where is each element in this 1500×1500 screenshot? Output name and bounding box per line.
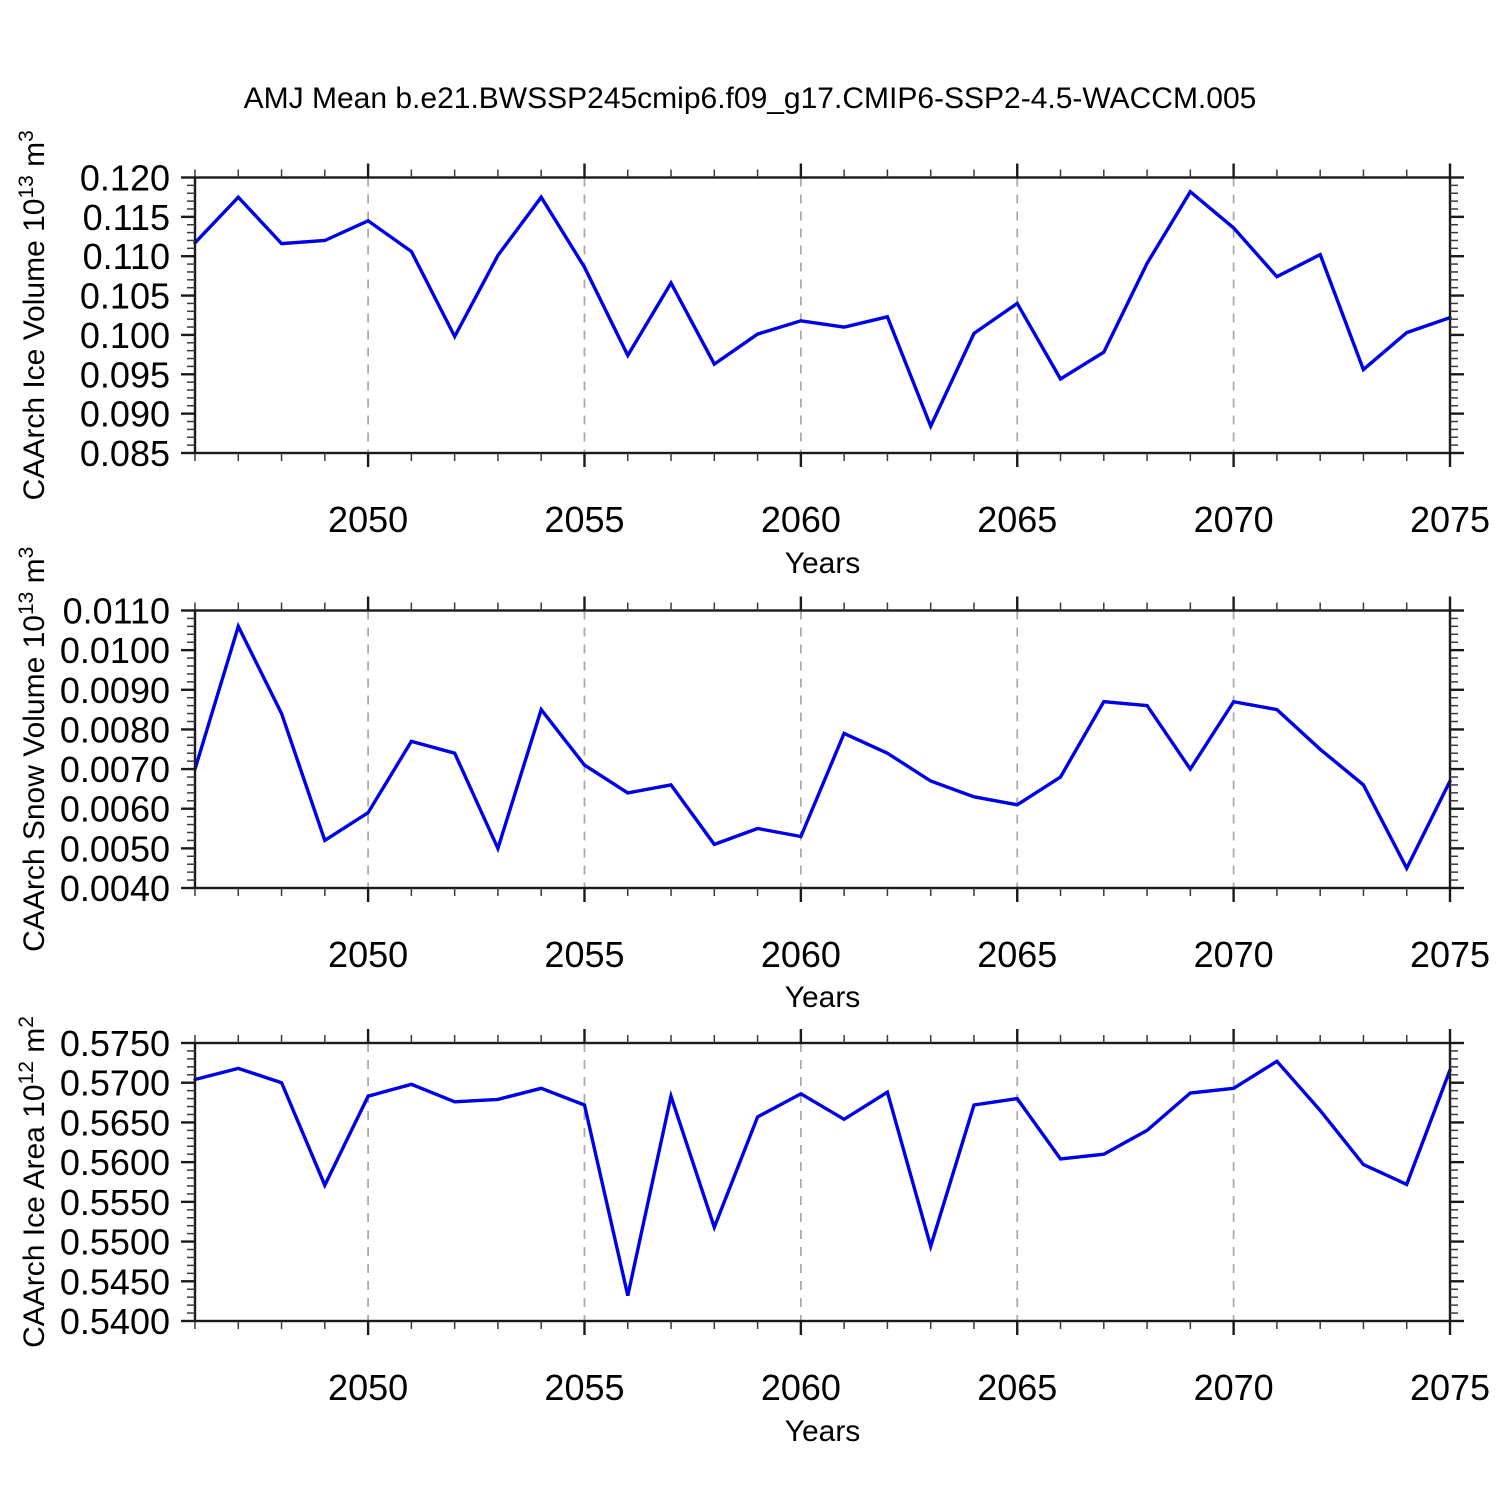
x-tick-label: 2065 — [977, 1367, 1057, 1408]
x-tick-label: 2060 — [761, 1367, 841, 1408]
x-axis-title-snow-volume: Years — [785, 981, 861, 1014]
x-tick-label: 2075 — [1410, 1367, 1490, 1408]
y-tick-label: 0.5550 — [60, 1182, 170, 1223]
x-tick-label: 2060 — [761, 499, 841, 540]
series-line-caarch-snow-volume — [193, 621, 1452, 872]
y-tick-label: 0.0040 — [60, 868, 170, 909]
plot-frame — [193, 176, 1452, 455]
x-tick-label: 2075 — [1410, 499, 1490, 540]
y-tick-label: 0.115 — [83, 197, 170, 238]
plot-frame — [193, 1041, 1452, 1323]
y-tick-label: 0.0100 — [60, 630, 170, 671]
series-line-caarch-ice-volume — [193, 189, 1452, 431]
panel-ice-volume: 2050 2055 2060 2065 2070 20750.0850.0900.0950… — [15, 130, 1490, 580]
plot-frame — [193, 609, 1452, 890]
x-tick-label: 2050 — [328, 1367, 408, 1408]
y-tick-label: 0.5450 — [60, 1261, 170, 1302]
x-tick-label: 2070 — [1194, 934, 1274, 975]
y-tick-label: 0.085 — [80, 433, 170, 474]
x-axis-title-ice-area: Years — [785, 1415, 861, 1448]
y-tick-label: 0.0110 — [63, 591, 170, 632]
x-tick-label: 2070 — [1194, 499, 1274, 540]
y-tick-label: 0.120 — [80, 158, 170, 199]
y-tick-label: 0.5500 — [60, 1222, 170, 1263]
y-tick-label: 0.0070 — [60, 749, 170, 790]
y-tick-label: 0.5750 — [60, 1023, 170, 1064]
y-tick-label: 0.0080 — [60, 709, 170, 750]
y-tick-label: 0.0050 — [60, 828, 170, 869]
x-tick-label: 2055 — [544, 499, 624, 540]
y-tick-label: 0.100 — [80, 315, 170, 356]
x-tick-label: 2055 — [544, 934, 624, 975]
x-tick-label: 2065 — [977, 499, 1057, 540]
y-tick-label: 0.5600 — [60, 1142, 170, 1183]
plot-area-ice-volume: 2050 2055 2060 2065 2070 20750.0850.0900.0950… — [80, 158, 1490, 541]
y-axis-title-ice-volume: CAArch Ice Volume 1013 m3 — [15, 130, 51, 500]
series-line-caarch-ice-area — [193, 1059, 1452, 1296]
x-tick-label: 2050 — [328, 499, 408, 540]
x-tick-label: 2070 — [1194, 1367, 1274, 1408]
x-tick-label: 2060 — [761, 934, 841, 975]
x-tick-label: 2050 — [328, 934, 408, 975]
y-tick-label: 0.5700 — [60, 1063, 170, 1104]
y-tick-label: 0.5400 — [60, 1301, 170, 1342]
y-tick-label: 0.095 — [80, 354, 170, 395]
y-tick-label: 0.0090 — [60, 670, 170, 711]
chart-title: AMJ Mean b.e21.BWSSP245cmip6.f09_g17.CMI… — [244, 82, 1257, 115]
x-tick-label: 2075 — [1410, 934, 1490, 975]
y-tick-label: 0.5650 — [60, 1102, 170, 1143]
y-axis-title-ice-area: CAArch Ice Area 1012 m2 — [15, 1016, 51, 1348]
x-tick-label: 2055 — [544, 1367, 624, 1408]
plot-area-snow-volume: 2050 2055 2060 2065 2070 20750.00400.00500.00… — [60, 591, 1490, 976]
y-axis-title-snow-volume: CAArch Snow Volume 1013 m3 — [15, 547, 51, 952]
x-axis-title-ice-volume: Years — [785, 547, 861, 580]
y-tick-label: 0.090 — [80, 394, 170, 435]
y-tick-label: 0.0060 — [60, 789, 170, 830]
x-tick-label: 2065 — [977, 934, 1057, 975]
panel-snow-volume: 2050 2055 2060 2065 2070 20750.00400.00500.00… — [15, 547, 1490, 1014]
y-tick-label: 0.105 — [80, 276, 170, 317]
plot-area-ice-area: 2050 2055 2060 2065 2070 20750.54000.54500.55… — [60, 1023, 1490, 1408]
panel-ice-area: 2050 2055 2060 2065 2070 20750.54000.54500.55… — [15, 1016, 1490, 1448]
y-tick-label: 0.110 — [83, 236, 170, 277]
